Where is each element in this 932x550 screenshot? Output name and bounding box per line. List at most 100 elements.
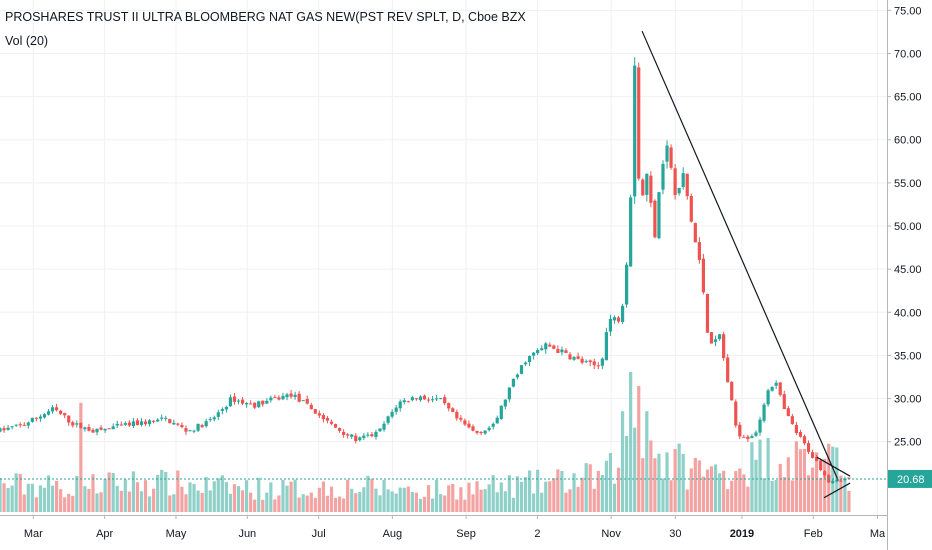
candlesticks [0,57,851,484]
candle-body [592,361,596,366]
candle-body [257,401,261,408]
candle-body [653,200,657,238]
candle-body [794,424,798,434]
trendline[interactable] [641,30,839,481]
volume-bar [819,477,823,512]
candle-body [382,423,386,430]
candle-body [633,65,637,197]
candle-body [147,420,152,425]
volume-indicator-label[interactable]: Vol (20) [5,34,49,48]
candle-body [709,332,714,344]
volume-bar [487,484,491,512]
volume-bar [204,477,208,512]
candle-body [572,357,576,360]
volume-bar [770,480,774,512]
volume-bar [620,411,625,512]
volume-bar [123,479,127,512]
candle-body [228,397,233,407]
volume-bar [806,475,811,512]
volume-bar [511,497,516,512]
volume-bar [354,493,358,512]
candle-body [6,427,10,430]
candle-body [455,411,459,419]
volume-bar [734,471,738,512]
candle-body [354,435,358,442]
volume-bar [774,479,778,512]
volume-bar [305,495,309,512]
candle-body [123,423,127,425]
volume-bar [317,487,321,512]
candle-body [596,365,600,367]
volume-bar [192,483,196,512]
candle-body [220,409,224,411]
volume-bar [746,486,750,512]
volume-bar [34,497,38,512]
volume-bar [366,475,370,512]
candle-body [625,264,629,305]
volume-bar [119,490,123,512]
candle-body [576,356,580,359]
volume-bar [810,467,815,512]
volume-bar [705,469,710,512]
candle-body [156,419,160,422]
volume-bar [657,453,661,512]
volume-bar [313,497,317,512]
candle-body [46,411,51,415]
volume-bar [762,478,766,512]
volume-bar [418,498,423,512]
volume-bar [596,470,600,512]
current-price-badge-bg [888,469,932,488]
y-tick-label: 65.00 [894,92,922,104]
volume-bar [532,493,536,512]
volume-bar [568,489,572,512]
candle-body [762,404,766,421]
volume-bar [54,480,59,512]
candle-body [665,145,669,162]
candle-body [54,407,59,411]
volume-bar [42,487,47,512]
candle-body [95,428,99,433]
candle-body [705,294,710,333]
candle-body [309,404,313,410]
volume-bar [382,479,386,512]
volume-bar [515,476,520,512]
candle-body [536,350,540,354]
candle-body [612,317,617,321]
volume-bar [499,482,503,512]
volume-bar [301,494,305,512]
candle-body [143,421,148,425]
trendline[interactable] [816,456,851,477]
volume-bar [742,474,746,512]
chart-title: PROSHARES TRUST II ULTRA BLOOMBERG NAT G… [5,10,526,24]
volume-bar [447,485,451,512]
candle-body [608,318,613,332]
candle-body [261,400,265,405]
candle-body [378,428,382,432]
volume-bar [325,495,330,512]
volume-bar [604,460,608,512]
volume-bar [519,481,524,512]
candle-body [394,407,398,412]
volume-bar [172,494,176,512]
volume-bar [285,485,289,512]
candle-body [325,418,330,421]
volume-bar [10,485,14,512]
trendline[interactable] [823,482,851,499]
candle-body [75,423,79,425]
volume-bar [6,488,10,512]
volume-bar [14,473,18,512]
candle-body [786,408,790,417]
candle-body [422,395,427,400]
trendlines[interactable] [641,30,851,499]
x-tick-label: Mar [24,528,43,540]
volume-bar [67,493,71,512]
candle-body [584,361,588,363]
candle-body [418,396,423,401]
candle-body [139,421,144,425]
candle-body [192,430,196,432]
y-tick-label: 55.00 [894,178,922,190]
volume-bar [293,479,297,512]
